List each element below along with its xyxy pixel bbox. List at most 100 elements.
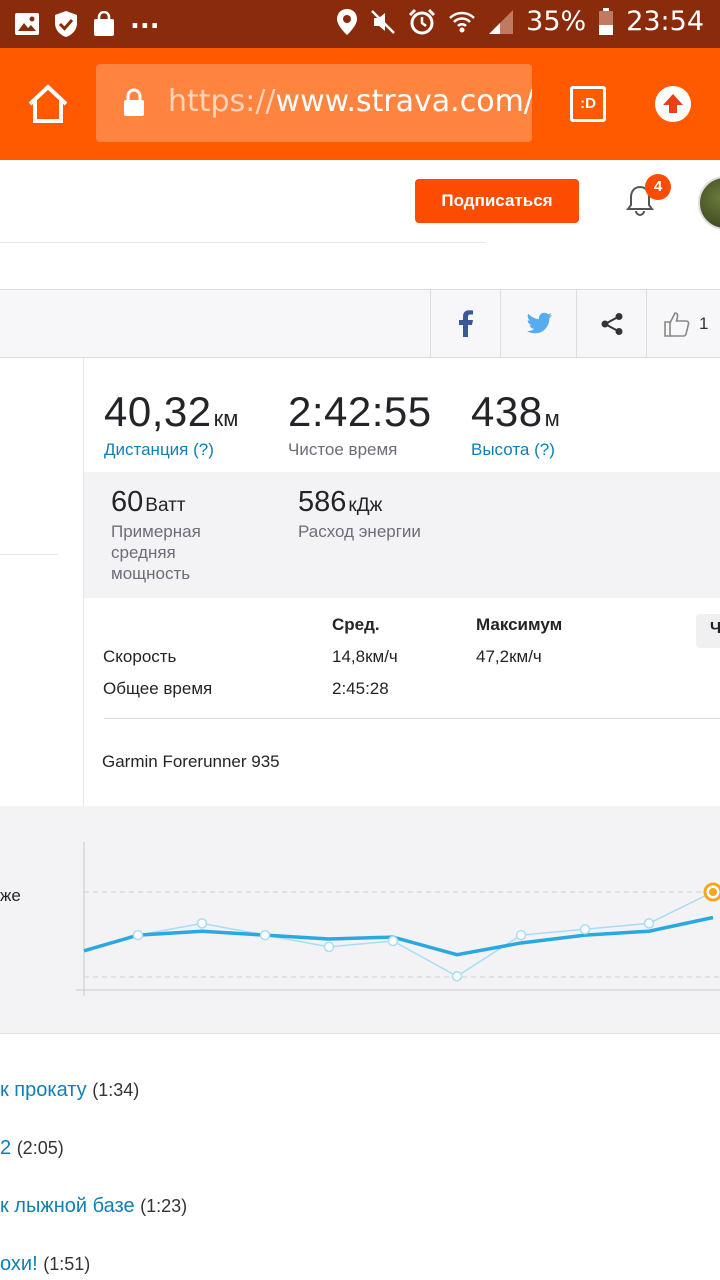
chart-label: же [0, 886, 21, 905]
url-host: www.strava.com/ [275, 84, 532, 119]
browser-toolbar: https://www.strava.com/ :D [0, 48, 720, 160]
left-divider [0, 554, 58, 555]
segment-time: (1:34) [92, 1080, 140, 1100]
chart-point[interactable] [387, 935, 399, 947]
avatar[interactable] [698, 176, 720, 230]
energy-value: 586 [298, 486, 347, 518]
chart-point[interactable] [196, 918, 208, 929]
stat-power: 60 Ватт Примерная средняя мощность [111, 486, 201, 584]
chart-point[interactable] [323, 941, 335, 953]
row-elapsed-avg: 2:45:28 [332, 679, 389, 698]
share-button[interactable] [576, 290, 646, 358]
stat-energy: 586 кДж Расход энергии [298, 486, 421, 542]
segments-list: к прокату (1:34) 2 (2:05) к лыжной базе … [0, 1035, 720, 1280]
shield-check-icon [55, 11, 77, 37]
home-icon[interactable] [26, 82, 70, 126]
url-scheme: https:// [168, 84, 276, 119]
more-stats-tab[interactable]: Ч [696, 614, 720, 648]
battery-percent: 35% [526, 6, 587, 37]
segment-name[interactable]: к лыжной базе [0, 1195, 135, 1217]
chart-panel: же [0, 806, 720, 1034]
energy-unit: кДж [348, 495, 383, 516]
elevation-unit: м [544, 406, 560, 431]
more-notifications: ... [130, 5, 160, 35]
performance-chart[interactable] [0, 806, 720, 1034]
location-icon [337, 8, 358, 35]
alarm-icon [409, 8, 436, 34]
chart-series-line [83, 915, 714, 957]
share-bar: 1 [0, 290, 720, 358]
kudos-button[interactable]: 1 [646, 290, 720, 358]
facebook-icon [458, 310, 473, 337]
distance-value: 40,32 [104, 388, 212, 435]
segment-time: (1:51) [43, 1254, 91, 1274]
power-value: 60 [111, 486, 144, 518]
segment-item[interactable]: к лыжной базе (1:23) [0, 1195, 187, 1218]
thumbs-up-icon [664, 312, 690, 337]
header-divider [0, 242, 486, 243]
chart-point[interactable] [643, 918, 655, 929]
status-bar: ... 35% 23:54 [0, 0, 720, 48]
segment-name[interactable]: охи! [0, 1253, 38, 1275]
table-divider [104, 718, 720, 719]
elevation-label[interactable]: Высота (?) [471, 440, 555, 459]
secondary-stats: 60 Ватт Примерная средняя мощность 586 кДж… [84, 472, 720, 598]
row-elapsed-label: Общее время [103, 679, 213, 698]
stat-distance: 40,32км Дистанция (?) [104, 388, 238, 460]
segment-item[interactable]: к прокату (1:34) [0, 1079, 139, 1102]
device-name: Garmin Forerunner 935 [102, 752, 280, 771]
segment-item[interactable]: 2 (2:05) [0, 1137, 64, 1160]
signal-icon [489, 9, 514, 34]
primary-stats: 40,32км Дистанция (?) 2:42:55 Чистое вре… [84, 358, 720, 472]
chart-point[interactable] [579, 923, 591, 935]
distance-unit: км [213, 406, 239, 431]
share-icon [601, 313, 622, 335]
tab-switcher-button[interactable]: :D [570, 86, 606, 122]
col-max-header: Максимум [476, 615, 563, 634]
lock-icon [124, 88, 144, 116]
url-text[interactable]: https://www.strava.com/ [168, 84, 532, 119]
power-unit: Ватт [145, 495, 186, 516]
power-label: Примерная средняя мощность [111, 521, 201, 584]
stat-elevation: 438м Высота (?) [471, 388, 560, 460]
chart-point[interactable] [515, 929, 527, 941]
chart-point[interactable] [259, 929, 271, 941]
row-speed-max: 47,2км/ч [476, 647, 542, 666]
segment-time: (1:23) [140, 1196, 188, 1216]
col-avg-header: Сред. [332, 615, 380, 634]
elevation-value: 438 [471, 388, 543, 435]
chart-point[interactable] [132, 929, 144, 941]
moving-time-value: 2:42:55 [288, 388, 432, 435]
wifi-icon [449, 11, 476, 32]
subscribe-button[interactable]: Подписаться [415, 179, 579, 223]
left-column [0, 358, 84, 806]
moving-time-label: Чистое время [288, 440, 398, 459]
stat-moving-time: 2:42:55 Чистое время [288, 388, 432, 460]
row-speed-label: Скорость [103, 647, 177, 666]
clock: 23:54 [626, 6, 704, 37]
segment-time: (2:05) [16, 1138, 64, 1158]
distance-label[interactable]: Дистанция (?) [104, 440, 214, 459]
row-speed-avg: 14,8км/ч [332, 647, 398, 666]
segment-item[interactable]: охи! (1:51) [0, 1253, 90, 1276]
chart-highlight-dot [709, 888, 717, 896]
kudos-count: 1 [699, 314, 709, 333]
url-bar[interactable]: https://www.strava.com/ [96, 64, 532, 142]
upload-icon[interactable] [655, 86, 691, 122]
twitter-share-button[interactable] [500, 290, 576, 358]
twitter-icon [526, 312, 552, 334]
more-stats-table: Сред. Максимум Ч Скорость 14,8км/ч 47,2к… [84, 598, 720, 806]
gallery-icon [15, 13, 39, 35]
mute-icon [371, 9, 396, 34]
chart-point[interactable] [451, 971, 463, 982]
power-label-line: мощность [111, 564, 191, 583]
segment-name[interactable]: 2 [0, 1137, 12, 1159]
facebook-share-button[interactable] [430, 290, 500, 358]
energy-label: Расход энергии [298, 522, 421, 541]
spacer-band [0, 244, 720, 290]
site-header: Подписаться 4 [0, 160, 720, 244]
shopping-bag-icon [94, 11, 114, 36]
power-label-line: средняя [111, 543, 176, 562]
segment-name[interactable]: к прокату [0, 1079, 87, 1101]
battery-icon [599, 7, 614, 35]
